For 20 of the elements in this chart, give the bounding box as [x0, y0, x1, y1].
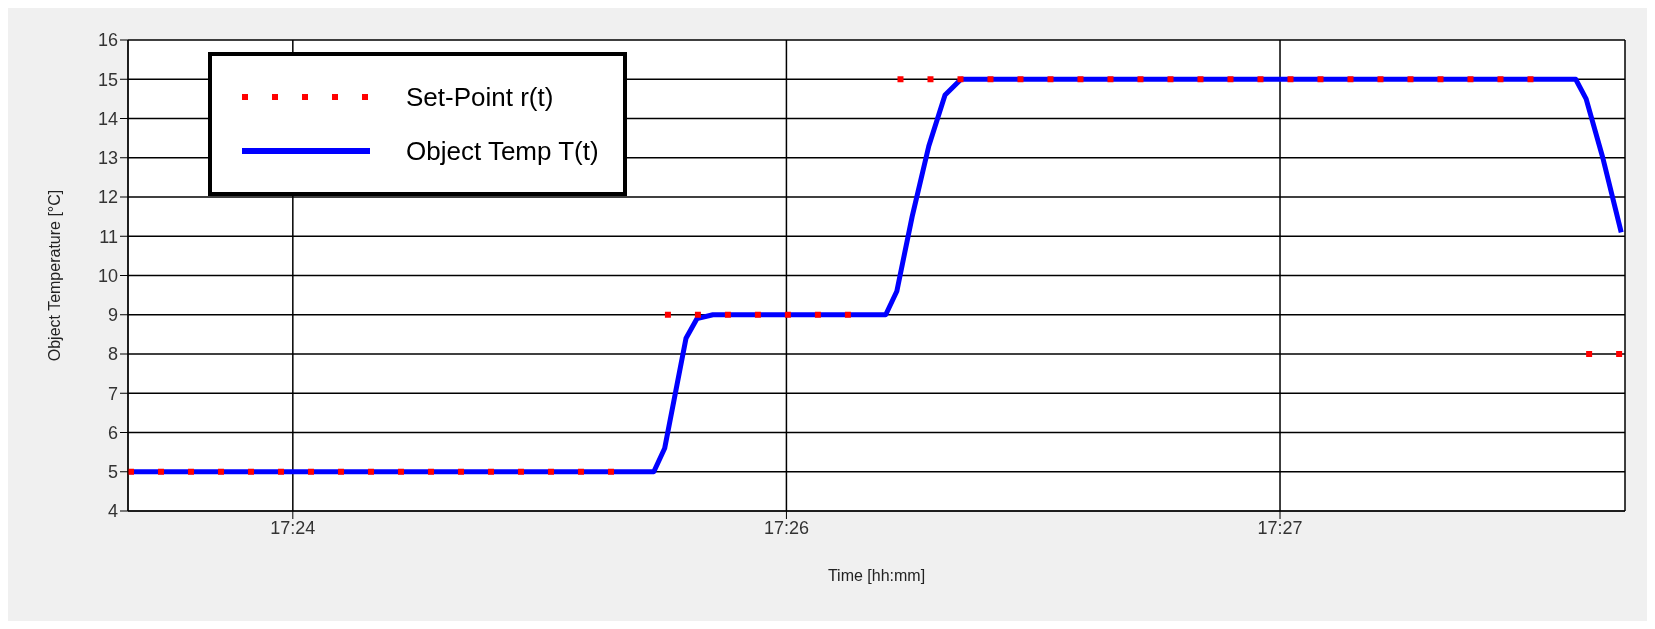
x-tick-label: 17:27	[1257, 517, 1303, 538]
y-tick-label: 13	[97, 148, 118, 169]
legend-label: Object Temp T(t)	[406, 135, 599, 167]
y-tick-label: 8	[107, 344, 118, 365]
y-tick-label: 11	[99, 226, 118, 247]
y-tick-label: 15	[97, 69, 118, 90]
y-tick-label: 6	[107, 422, 118, 443]
y-tick-label: 14	[97, 108, 118, 129]
y-axis-title: Object Temperature [°C]	[45, 189, 63, 362]
y-tick-label: 10	[97, 265, 118, 286]
x-tick-label: 17:26	[763, 517, 809, 538]
x-axis-title: Time [hh:mm]	[827, 567, 926, 584]
legend-label: Set-Point r(t)	[406, 81, 554, 113]
y-tick-label: 5	[107, 462, 118, 483]
y-tick-label: 7	[107, 383, 118, 404]
x-tick-label: 17:24	[270, 517, 316, 538]
y-tick-label: 16	[97, 30, 118, 51]
y-tick-label: 4	[107, 501, 118, 522]
y-tick-label: 12	[97, 187, 118, 208]
y-tick-label: 9	[107, 305, 118, 326]
